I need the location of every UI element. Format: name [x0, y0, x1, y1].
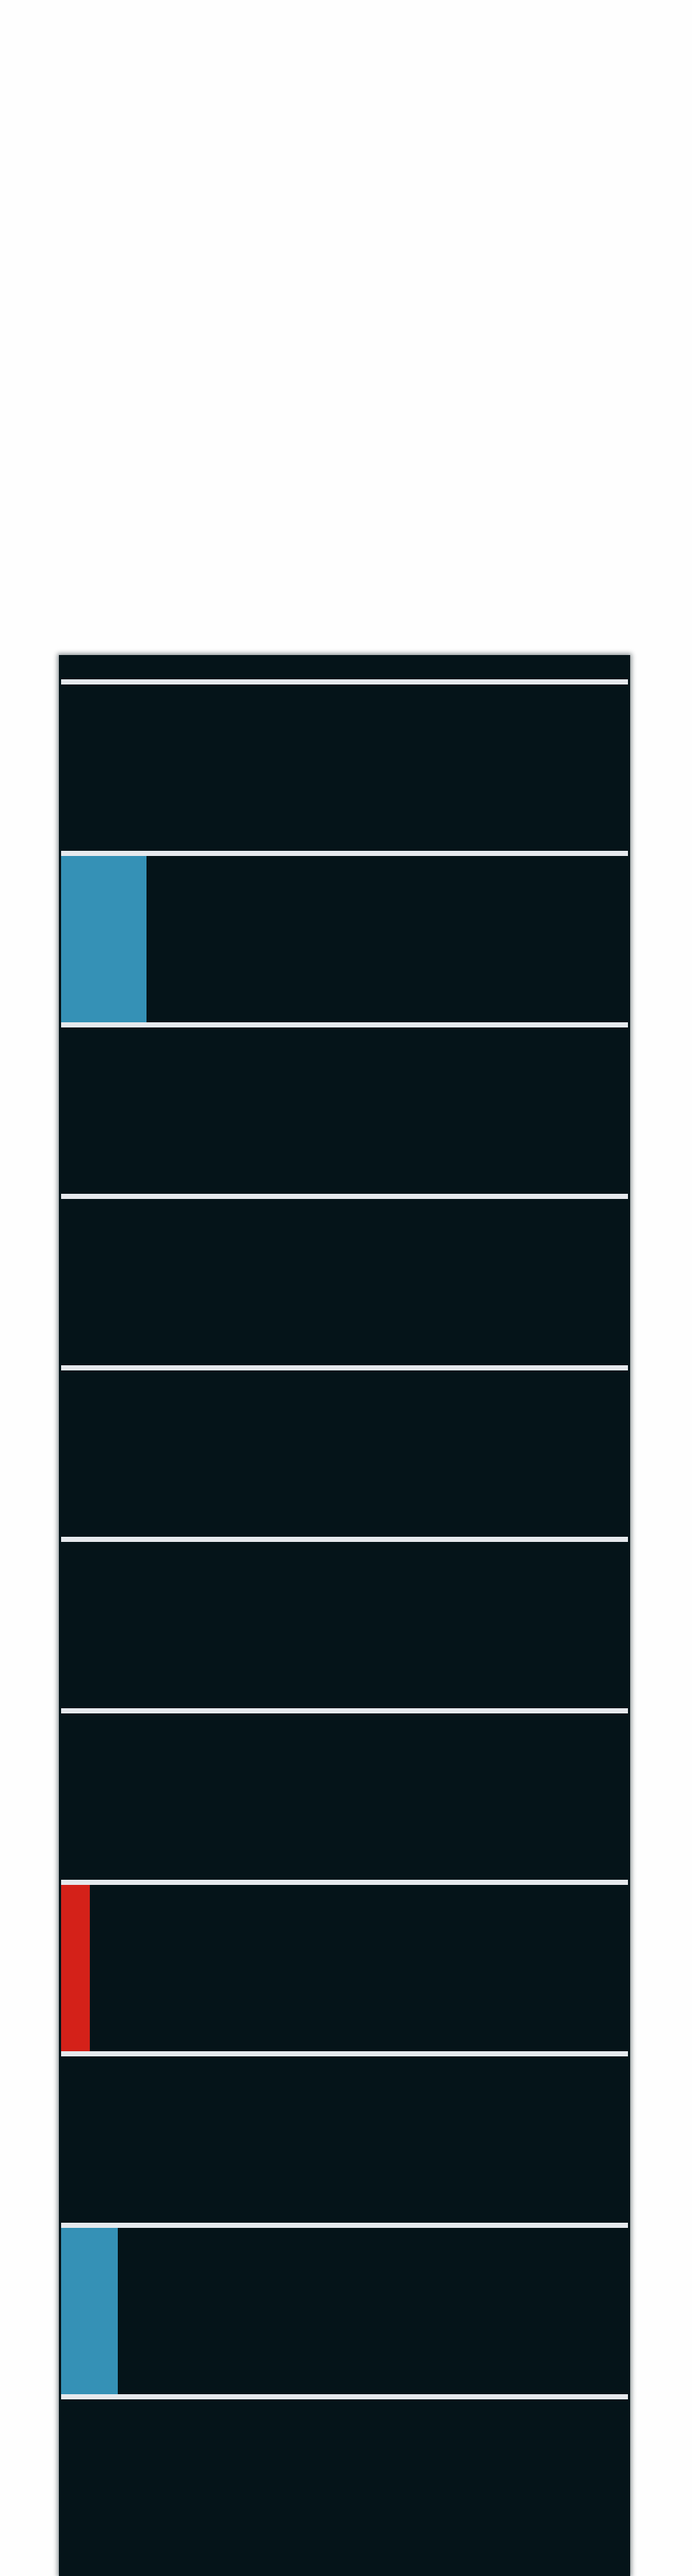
bar-fill: [61, 2228, 118, 2394]
row-divider: [61, 2394, 628, 2399]
bar-row: [61, 1542, 628, 1708]
bar-row: [61, 856, 628, 1022]
row-divider: [61, 851, 628, 856]
bar-row: [61, 2399, 628, 2566]
bar-list-panel: [59, 655, 630, 2576]
bar-row: [61, 1885, 628, 2051]
row-divider: [61, 2051, 628, 2056]
bar-row: [61, 1027, 628, 1194]
bar-row: [61, 684, 628, 851]
bar-row: [61, 2228, 628, 2394]
bar-row: [61, 1370, 628, 1537]
row-divider: [61, 1365, 628, 1370]
row-divider: [61, 2223, 628, 2228]
bar-row: [66, 2056, 623, 2223]
row-divider: [61, 1537, 628, 1542]
row-divider: [61, 1880, 628, 1885]
row-divider: [61, 1194, 628, 1199]
row-divider: [61, 679, 628, 684]
row-divider: [61, 1022, 628, 1027]
bar-row: [61, 1713, 628, 1880]
row-divider: [61, 1708, 628, 1713]
bar-fill: [61, 1885, 90, 2051]
bar-fill: [61, 856, 146, 1022]
bar-row: [61, 1199, 628, 1365]
